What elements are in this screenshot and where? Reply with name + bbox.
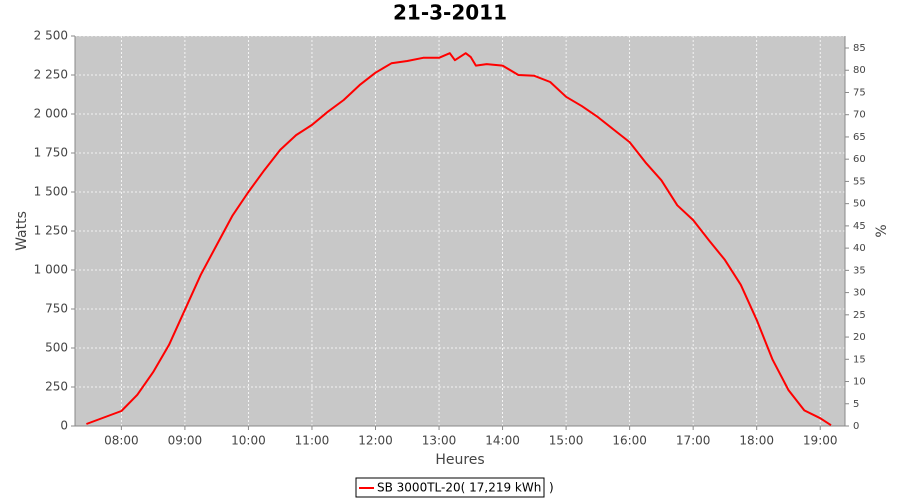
x-tick-label: 11:00 <box>295 434 330 448</box>
y2-tick-label: 65 <box>853 132 866 143</box>
y2-tick-label: 0 <box>853 421 859 432</box>
y2-tick-label: 85 <box>853 43 866 54</box>
x-tick-label: 19:00 <box>803 434 838 448</box>
x-tick-label: 16:00 <box>612 434 647 448</box>
y-tick-label: 2 250 <box>34 68 68 82</box>
y-tick-label: 500 <box>45 341 68 355</box>
y-tick-label: 1 750 <box>34 146 68 160</box>
y2-tick-label: 40 <box>853 243 866 254</box>
x-tick-label: 09:00 <box>168 434 203 448</box>
chart-title: 21-3-2011 <box>393 1 507 25</box>
y2-tick-label: 5 <box>853 399 859 410</box>
y2-tick-label: 25 <box>853 310 866 321</box>
y2-axis-title: % <box>874 224 890 237</box>
x-tick-label: 14:00 <box>485 434 520 448</box>
y-tick-label: 0 <box>60 419 68 433</box>
x-tick-label: 12:00 <box>358 434 393 448</box>
y2-tick-label: 30 <box>853 288 866 299</box>
x-tick-label: 18:00 <box>739 434 774 448</box>
y2-tick-label: 10 <box>853 377 866 388</box>
y2-tick-label: 20 <box>853 332 866 343</box>
y-tick-label: 1 000 <box>34 263 68 277</box>
y2-tick-label: 35 <box>853 265 866 276</box>
x-tick-label: 08:00 <box>104 434 139 448</box>
y2-tick-label: 60 <box>853 154 866 165</box>
y2-tick-label: 50 <box>853 199 866 210</box>
y2-tick-label: 45 <box>853 221 866 232</box>
x-axis-title: Heures <box>435 452 484 468</box>
y-tick-label: 1 250 <box>34 224 68 238</box>
y-tick-label: 2 000 <box>34 107 68 121</box>
y2-tick-label: 80 <box>853 65 866 76</box>
series-line <box>86 52 832 427</box>
x-tick-label: 17:00 <box>676 434 711 448</box>
legend-label: SB 3000TL-20( 17,219 kWh ) <box>377 481 554 495</box>
y2-tick-label: 70 <box>853 110 866 121</box>
y-tick-label: 2 500 <box>34 29 68 43</box>
y2-tick-label: 75 <box>853 87 866 98</box>
y-tick-label: 1 500 <box>34 185 68 199</box>
x-tick-label: 13:00 <box>422 434 457 448</box>
y-tick-label: 750 <box>45 302 68 316</box>
legend-box <box>355 477 545 498</box>
y2-tick-label: 15 <box>853 354 866 365</box>
x-tick-label: 15:00 <box>549 434 584 448</box>
x-tick-label: 10:00 <box>231 434 266 448</box>
y2-tick-label: 55 <box>853 176 866 187</box>
y-tick-label: 250 <box>45 380 68 394</box>
y-axis-title: Watts <box>14 211 30 251</box>
